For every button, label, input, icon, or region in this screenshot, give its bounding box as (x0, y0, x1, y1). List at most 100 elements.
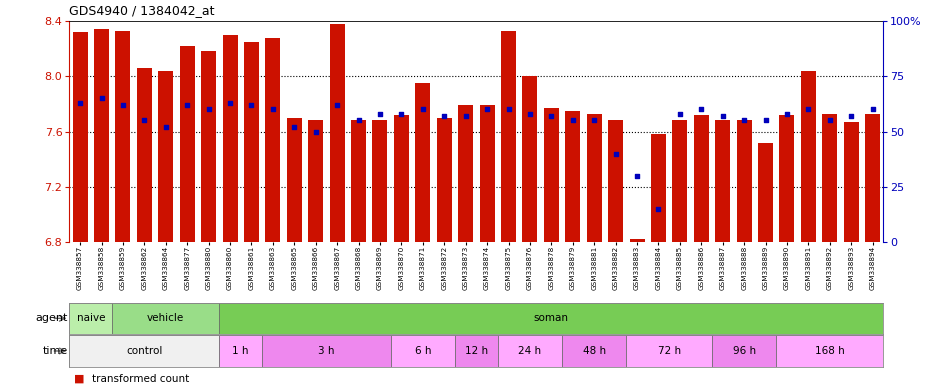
Point (480, 106, 495, 113)
Bar (801, 71, 816, 242)
Text: naive: naive (77, 313, 105, 323)
Bar (586, 114, 601, 242)
Point (329, 102, 344, 108)
Point (565, 118, 580, 124)
Point (265, 106, 280, 113)
Text: 3 h: 3 h (318, 346, 335, 356)
Point (437, 113, 451, 119)
Bar (458, 105, 474, 242)
Bar (758, 142, 773, 242)
Point (523, 111, 537, 117)
Text: transformed count: transformed count (92, 374, 190, 384)
Text: 168 h: 168 h (815, 346, 845, 356)
Bar (523, 76, 537, 242)
Bar (672, 121, 687, 242)
Point (651, 206, 666, 212)
Point (844, 113, 858, 119)
Point (308, 129, 323, 135)
Bar (287, 118, 302, 242)
Bar (565, 111, 580, 242)
Bar (72, 32, 88, 242)
Point (865, 106, 880, 113)
Text: ■: ■ (74, 374, 84, 384)
Point (415, 106, 430, 113)
Bar (69, 335, 219, 367)
Point (137, 118, 152, 124)
Bar (651, 134, 666, 242)
Point (822, 118, 837, 124)
Bar (116, 31, 130, 242)
Bar (479, 105, 495, 242)
Bar (715, 121, 730, 242)
Bar (455, 335, 498, 367)
Point (694, 106, 709, 113)
Bar (265, 38, 280, 242)
Point (672, 111, 687, 117)
Bar (179, 46, 194, 242)
Point (158, 124, 173, 130)
Bar (844, 122, 858, 242)
Bar (544, 108, 559, 242)
Bar (219, 303, 883, 334)
Point (609, 151, 623, 157)
Bar (780, 115, 795, 242)
Point (715, 113, 730, 119)
Point (116, 102, 130, 108)
Bar (112, 303, 219, 334)
Point (287, 124, 302, 130)
Bar (501, 31, 516, 242)
Point (373, 111, 388, 117)
Point (736, 118, 751, 124)
Point (202, 106, 216, 113)
Bar (94, 30, 109, 242)
Point (352, 118, 366, 124)
Text: 72 h: 72 h (658, 346, 681, 356)
Text: 1 h: 1 h (232, 346, 249, 356)
Point (458, 113, 473, 119)
Point (94, 95, 109, 101)
Point (394, 111, 409, 117)
Bar (498, 335, 562, 367)
Point (801, 106, 816, 113)
Text: 48 h: 48 h (583, 346, 606, 356)
Bar (262, 335, 390, 367)
Bar (608, 121, 623, 242)
Bar (137, 68, 152, 242)
Point (73, 100, 88, 106)
Bar (694, 115, 709, 242)
Text: 6 h: 6 h (414, 346, 431, 356)
Point (179, 102, 194, 108)
Point (544, 113, 559, 119)
Bar (308, 121, 323, 242)
Bar (69, 303, 112, 334)
Bar (712, 335, 776, 367)
Bar (415, 83, 430, 242)
Bar (822, 114, 837, 242)
Text: vehicle: vehicle (147, 313, 184, 323)
Bar (329, 24, 345, 242)
Point (501, 106, 516, 113)
Bar (630, 239, 645, 242)
Point (630, 173, 645, 179)
Text: 96 h: 96 h (733, 346, 756, 356)
Bar (437, 118, 451, 242)
Text: agent: agent (35, 313, 68, 323)
Bar (626, 335, 712, 367)
Bar (219, 335, 262, 367)
Bar (223, 35, 238, 242)
Text: 12 h: 12 h (464, 346, 488, 356)
Bar (562, 335, 626, 367)
Text: control: control (126, 346, 163, 356)
Text: time: time (43, 346, 68, 356)
Bar (373, 121, 388, 242)
Text: 24 h: 24 h (518, 346, 541, 356)
Point (586, 118, 601, 124)
Point (758, 118, 773, 124)
Bar (244, 42, 259, 242)
Bar (201, 51, 216, 242)
Point (244, 102, 259, 108)
Text: GDS4940 / 1384042_at: GDS4940 / 1384042_at (69, 4, 215, 17)
Text: soman: soman (534, 313, 569, 323)
Bar (865, 114, 881, 242)
Point (780, 111, 795, 117)
